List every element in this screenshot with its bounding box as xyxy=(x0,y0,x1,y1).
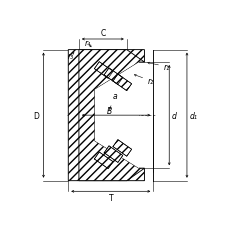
Polygon shape xyxy=(112,140,131,157)
Polygon shape xyxy=(104,68,122,85)
Polygon shape xyxy=(94,63,139,169)
Polygon shape xyxy=(68,50,144,181)
Polygon shape xyxy=(79,50,144,181)
Text: r₁: r₁ xyxy=(147,63,169,72)
Polygon shape xyxy=(94,152,112,169)
Polygon shape xyxy=(94,63,112,79)
Polygon shape xyxy=(112,75,131,91)
Text: r₃: r₃ xyxy=(67,51,74,60)
Text: D: D xyxy=(33,111,39,120)
Text: r₂: r₂ xyxy=(134,75,153,86)
Text: a: a xyxy=(109,92,117,110)
Text: r₄: r₄ xyxy=(85,39,91,48)
Text: T: T xyxy=(108,193,113,202)
Polygon shape xyxy=(104,146,122,163)
Text: B: B xyxy=(106,107,111,116)
Text: d₁: d₁ xyxy=(188,111,196,120)
Text: d: d xyxy=(170,111,175,120)
Text: C: C xyxy=(100,29,105,38)
